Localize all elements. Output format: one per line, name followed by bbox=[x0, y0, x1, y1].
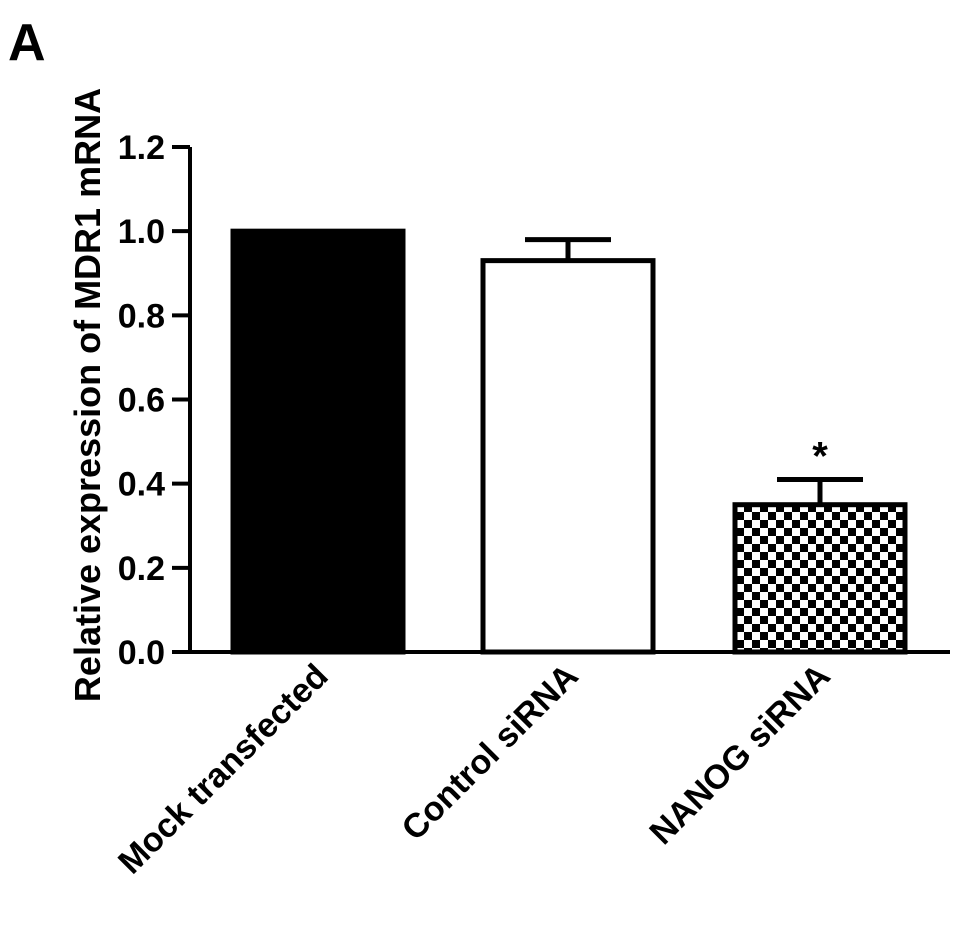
panel-label: A bbox=[8, 14, 46, 72]
bar bbox=[480, 258, 656, 655]
y-tick-label: 0.8 bbox=[118, 297, 165, 335]
y-axis-label: Relative expression of MDR1 mRNA bbox=[67, 88, 108, 702]
y-tick-label: 0.6 bbox=[118, 382, 165, 420]
y-tick-label: 1.2 bbox=[118, 129, 165, 167]
x-tick-label: Control siRNA bbox=[395, 657, 586, 848]
y-tick-label: 0.2 bbox=[118, 550, 165, 588]
x-tick-label: Mock transfected bbox=[111, 657, 336, 882]
y-tick-label: 0.4 bbox=[118, 466, 165, 504]
y-tick-label: 1.0 bbox=[118, 213, 165, 251]
bar bbox=[732, 502, 908, 655]
x-tick-label: NANOG siRNA bbox=[642, 657, 837, 852]
significance-marker: * bbox=[812, 434, 828, 478]
y-tick-label: 0.0 bbox=[118, 634, 165, 672]
bar bbox=[230, 228, 406, 655]
